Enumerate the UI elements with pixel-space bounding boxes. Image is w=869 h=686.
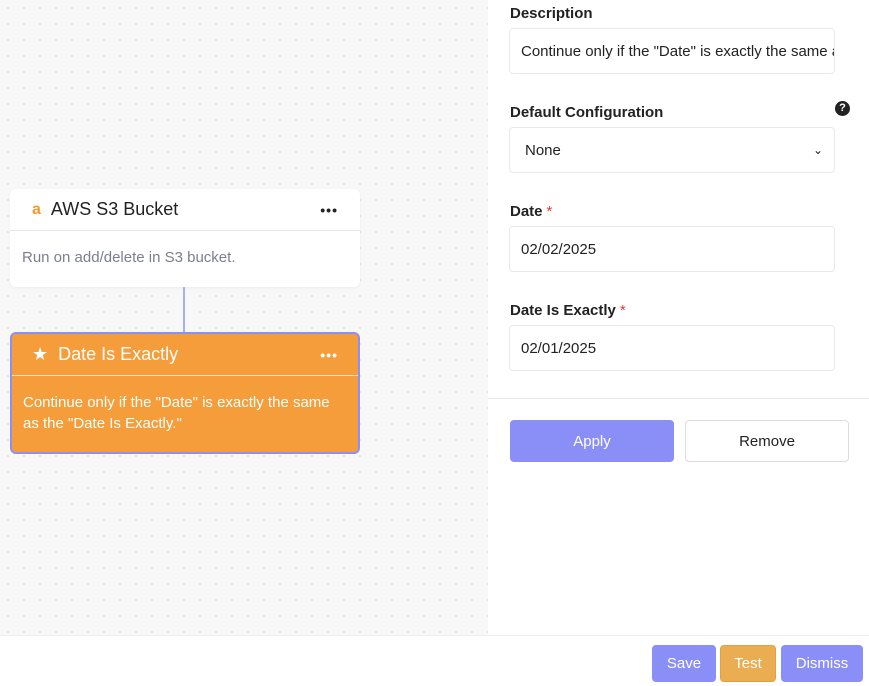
node-date-is-exactly[interactable]: ★ Date Is Exactly ••• Continue only if the… xyxy=(10,332,360,454)
help-icon[interactable]: ? xyxy=(835,101,850,116)
node-title: AWS S3 Bucket xyxy=(50,199,179,219)
description-input[interactable]: Continue only if the "Date" is exactly t… xyxy=(509,28,835,74)
test-button[interactable]: Test xyxy=(720,645,776,682)
node-description: Continue only if the "Date" is exactly t… xyxy=(23,394,330,432)
date-label-text: Date xyxy=(510,203,543,220)
amazon-icon: a xyxy=(32,200,41,218)
date-exactly-label-text: Date Is Exactly xyxy=(510,302,616,319)
more-options-icon[interactable]: ••• xyxy=(320,346,338,363)
star-icon: ★ xyxy=(32,344,49,364)
chevron-down-icon: ⌄ xyxy=(812,143,823,157)
node-aws-s3-bucket[interactable]: a AWS S3 Bucket ••• Run on add/delete in S… xyxy=(10,189,360,287)
description-label: Description xyxy=(510,5,593,22)
workflow-canvas[interactable]: a AWS S3 Bucket ••• Run on add/delete in S… xyxy=(0,0,488,636)
select-value: None xyxy=(525,141,561,159)
default-config-label: Default Configuration xyxy=(510,104,664,121)
footer: Save Test Dismiss xyxy=(0,635,869,686)
node-description: Run on add/delete in S3 bucket. xyxy=(22,249,236,266)
save-button[interactable]: Save xyxy=(652,645,716,682)
required-marker: * xyxy=(619,302,626,319)
node-connector xyxy=(183,287,185,333)
date-input[interactable]: 02/02/2025 xyxy=(509,226,835,272)
dismiss-button[interactable]: Dismiss xyxy=(781,645,863,682)
node-title: Date Is Exactly xyxy=(58,344,179,364)
date-exactly-input[interactable]: 02/01/2025 xyxy=(509,325,835,371)
apply-button[interactable]: Apply xyxy=(510,420,674,462)
date-exactly-label: Date Is Exactly * xyxy=(510,302,626,319)
date-label: Date * xyxy=(510,203,552,220)
required-marker: * xyxy=(546,203,553,220)
config-panel: Description Continue only if the "Date" … xyxy=(488,0,869,636)
default-config-select[interactable]: None ⌄ xyxy=(509,127,835,173)
divider xyxy=(488,398,869,399)
remove-button[interactable]: Remove xyxy=(685,420,849,462)
more-options-icon[interactable]: ••• xyxy=(320,201,338,218)
